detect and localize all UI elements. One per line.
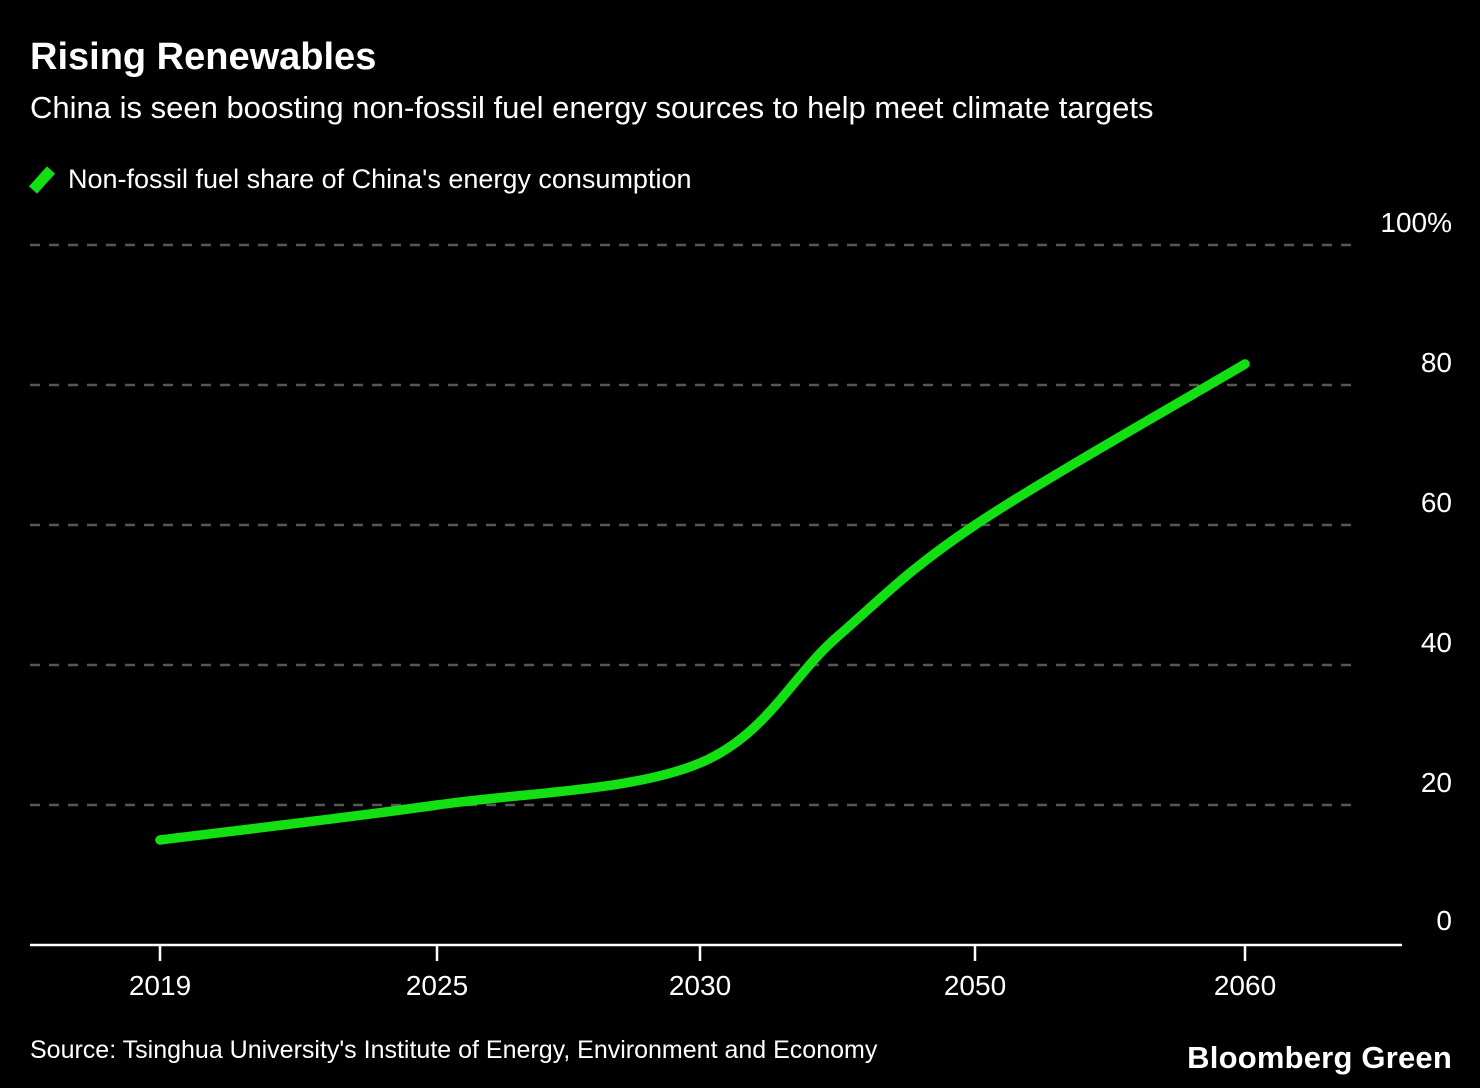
y-axis-label: 0 bbox=[1436, 905, 1452, 936]
x-axis-label: 2025 bbox=[405, 970, 469, 1001]
y-axis-label: 40 bbox=[1420, 627, 1452, 658]
bloomberg-green-logo: Bloomberg Green bbox=[1187, 1040, 1452, 1075]
x-axis-label: 2019 bbox=[128, 970, 192, 1001]
legend: Non-fossil fuel share of China's energy … bbox=[28, 164, 691, 195]
y-axis-label: 20 bbox=[1420, 767, 1452, 798]
x-axis-label: 2050 bbox=[943, 970, 1007, 1001]
y-axis-label: 100% bbox=[1380, 207, 1452, 238]
y-axis-label: 80 bbox=[1420, 347, 1452, 378]
chart-subtitle: China is seen boosting non-fossil fuel e… bbox=[30, 90, 1154, 125]
chart-title: Rising Renewables bbox=[30, 36, 377, 78]
source-note: Source: Tsinghua University's Institute … bbox=[30, 1036, 878, 1064]
green-slash-icon bbox=[28, 165, 56, 194]
x-axis-label: 2060 bbox=[1213, 970, 1277, 1001]
y-axis-label: 60 bbox=[1420, 487, 1452, 518]
legend-label: Non-fossil fuel share of China's energy … bbox=[68, 164, 692, 194]
x-axis-label: 2030 bbox=[668, 970, 732, 1001]
